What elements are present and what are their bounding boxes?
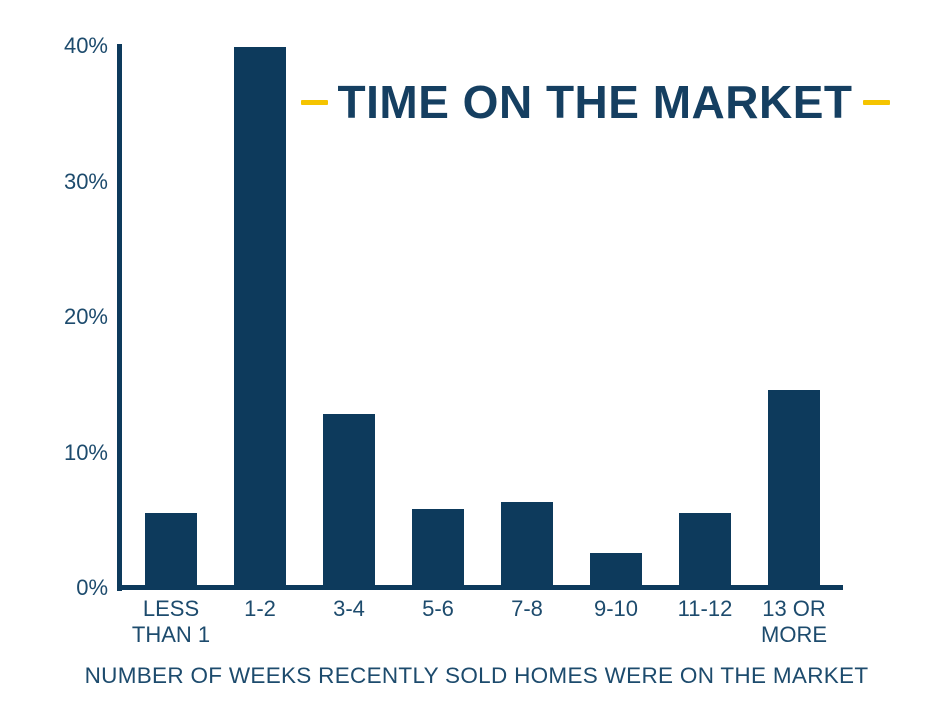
x-axis-line	[117, 585, 843, 590]
bar	[234, 47, 286, 586]
y-axis-label: 40%	[63, 33, 108, 58]
bar	[679, 513, 731, 586]
bar	[501, 502, 553, 586]
bar	[768, 390, 820, 586]
x-axis-label: LESS THAN 1	[131, 596, 211, 647]
title-dash-left-icon	[300, 99, 328, 105]
x-axis-label: 1-2	[244, 596, 276, 621]
y-axis-label: 10%	[63, 440, 108, 465]
x-axis-label: 13 OR MORE	[761, 596, 827, 647]
bar	[590, 553, 642, 586]
x-axis-label: 11-12	[677, 596, 733, 621]
x-axis-label: 7-8	[511, 596, 543, 621]
x-axis-label: 5-6	[422, 596, 454, 621]
y-axis-line	[117, 44, 122, 591]
bar	[412, 509, 464, 586]
x-axis-caption: NUMBER OF WEEKS RECENTLY SOLD HOMES WERE…	[84, 663, 869, 688]
y-axis-label: 0%	[76, 575, 108, 600]
y-axis-label: 20%	[63, 304, 108, 329]
chart-title: TIME ON THE MARKET	[337, 76, 853, 128]
title-dash-right-icon	[862, 99, 890, 105]
y-axis-label: 30%	[63, 169, 108, 194]
x-axis-label: 9-10	[593, 596, 639, 621]
bar	[145, 513, 197, 586]
x-axis-label: 3-4	[333, 596, 365, 621]
bar	[323, 414, 375, 586]
chart-header: TIME ON THE MARKET	[300, 74, 890, 130]
